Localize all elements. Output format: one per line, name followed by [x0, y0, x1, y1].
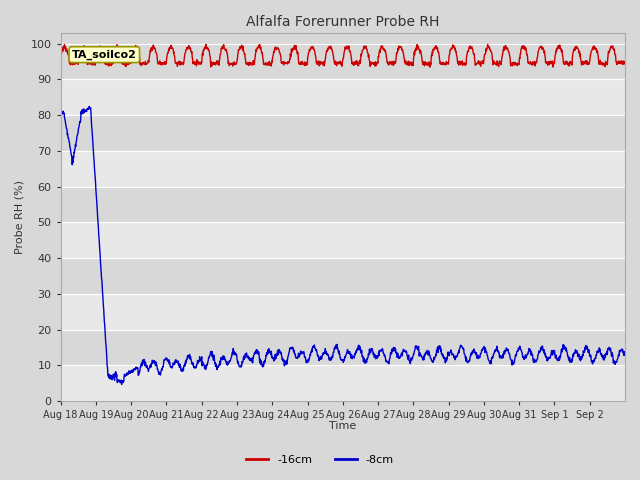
- Bar: [61, 115, 625, 151]
- Bar: [61, 44, 625, 79]
- Bar: [61, 187, 625, 222]
- Legend: -16cm, -8cm: -16cm, -8cm: [242, 451, 398, 469]
- Bar: [61, 222, 625, 258]
- Y-axis label: Probe RH (%): Probe RH (%): [15, 180, 25, 254]
- Title: Alfalfa Forerunner Probe RH: Alfalfa Forerunner Probe RH: [246, 15, 440, 29]
- Bar: [61, 258, 625, 294]
- Bar: [61, 294, 625, 329]
- Text: TA_soilco2: TA_soilco2: [72, 49, 137, 60]
- X-axis label: Time: Time: [329, 421, 356, 432]
- Bar: [61, 151, 625, 187]
- Bar: [61, 365, 625, 401]
- Bar: [61, 329, 625, 365]
- Bar: [61, 79, 625, 115]
